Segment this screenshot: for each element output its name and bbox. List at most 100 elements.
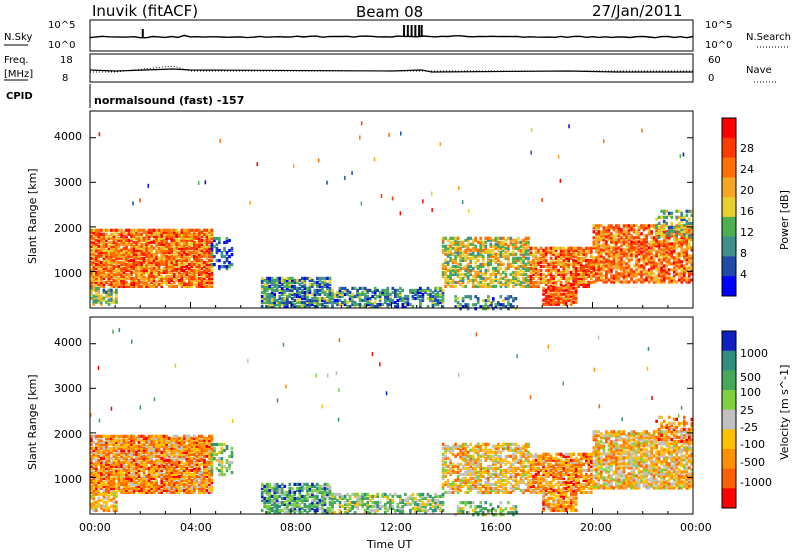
heatmap-speck — [641, 129, 643, 133]
heatmap-cell — [683, 224, 686, 227]
heatmap-cell — [452, 259, 455, 262]
heatmap-cell — [115, 239, 118, 242]
heatmap-cell — [620, 280, 623, 283]
heatmap-cell — [113, 435, 116, 438]
heatmap-cell — [93, 471, 96, 474]
heatmap-cell — [188, 251, 191, 254]
heatmap-cell — [130, 487, 133, 490]
heatmap-cell — [311, 279, 314, 282]
heatmap-cell — [178, 469, 181, 472]
heatmap-cell — [206, 285, 209, 288]
heatmap-cell — [434, 293, 437, 296]
heatmap-cell — [500, 277, 503, 280]
heatmap-cell — [105, 435, 108, 438]
heatmap-cell — [490, 237, 493, 240]
heatmap-cell — [648, 224, 651, 227]
heatmap-cell — [170, 255, 173, 258]
heatmap-cell — [186, 467, 189, 470]
heatmap-cell — [163, 465, 166, 468]
heatmap-cell — [316, 281, 319, 284]
heatmap-cell — [583, 257, 586, 260]
heatmap-cell — [567, 247, 570, 250]
heatmap-cell — [100, 245, 103, 248]
heatmap-cell — [635, 254, 638, 257]
heatmap-cell — [665, 260, 668, 263]
heatmap-cell — [422, 293, 425, 296]
heatmap-cell — [128, 435, 131, 438]
heatmap-cell — [130, 229, 133, 232]
heatmap-cell — [140, 477, 143, 480]
heatmap-cell — [95, 447, 98, 450]
heatmap-cell — [675, 252, 678, 255]
heatmap-cell — [482, 277, 485, 280]
heatmap-cell — [294, 303, 297, 306]
heatmap-cell — [93, 435, 96, 438]
heatmap-cell — [158, 465, 161, 468]
heatmap-cell — [560, 293, 563, 296]
heatmap-cell — [437, 291, 440, 294]
heatmap-cell — [620, 248, 623, 251]
heatmap-cell — [595, 266, 598, 269]
heatmap-cell — [686, 266, 689, 269]
heatmap-cell — [640, 270, 643, 273]
heatmap-cell — [650, 230, 653, 233]
heatmap-cell — [113, 279, 116, 282]
heatmap-cell — [399, 291, 402, 294]
heatmap-cell — [502, 253, 505, 256]
heatmap-cell — [542, 273, 545, 276]
heatmap-cell — [95, 287, 98, 290]
heatmap-cell — [507, 253, 510, 256]
heatmap-cell — [663, 210, 666, 213]
heatmap-cell — [447, 261, 450, 264]
heatmap-cell — [273, 293, 276, 296]
heatmap-cell — [344, 287, 347, 290]
heatmap-cell — [454, 265, 457, 268]
heatmap-speck — [132, 201, 134, 205]
heatmap-cell — [213, 237, 216, 240]
heatmap-cell — [439, 293, 442, 296]
heatmap-cell — [550, 287, 553, 290]
heatmap-cell — [158, 277, 161, 280]
heatmap-speck — [558, 155, 560, 159]
heatmap-cell — [407, 295, 410, 298]
heatmap-cell — [565, 273, 568, 276]
heatmap-cell — [620, 272, 623, 275]
heatmap-cell — [550, 261, 553, 264]
heatmap-cell — [507, 245, 510, 248]
heatmap-cell — [562, 247, 565, 250]
heatmap-cell — [93, 441, 96, 444]
heatmap-cell — [658, 230, 661, 233]
heatmap-cell — [125, 229, 128, 232]
heatmap-cell — [532, 277, 535, 280]
heatmap-cell — [686, 214, 689, 217]
heatmap-cell — [505, 247, 508, 250]
heatmap-cell — [510, 303, 513, 306]
heatmap-cell — [105, 273, 108, 276]
heatmap-cell — [462, 251, 465, 254]
heatmap-cell — [273, 289, 276, 292]
heatmap-cell — [311, 283, 314, 286]
heatmap-cell — [103, 233, 106, 236]
heatmap-cell — [128, 229, 131, 232]
heatmap-cell — [686, 276, 689, 279]
heatmap-cell — [123, 473, 126, 476]
heatmap-cell — [165, 483, 168, 486]
heatmap-cell — [625, 274, 628, 277]
heatmap-cell — [625, 244, 628, 247]
heatmap-cell — [457, 237, 460, 240]
heatmap-cell — [525, 285, 528, 288]
heatmap-cell — [527, 275, 530, 278]
heatmap-cell — [278, 301, 281, 304]
heatmap-cell — [108, 283, 111, 286]
heatmap-cell — [665, 240, 668, 243]
heatmap-cell — [686, 210, 689, 213]
heatmap-cell — [686, 262, 689, 265]
heatmap-cell — [462, 273, 465, 276]
heatmap-cell — [186, 435, 189, 438]
heatmap-cell — [505, 243, 508, 246]
heatmap-cell — [356, 289, 359, 292]
heatmap-cell — [178, 475, 181, 478]
heatmap-cell — [550, 299, 553, 302]
heatmap-cell — [153, 481, 156, 484]
heatmap-cell — [150, 435, 153, 438]
